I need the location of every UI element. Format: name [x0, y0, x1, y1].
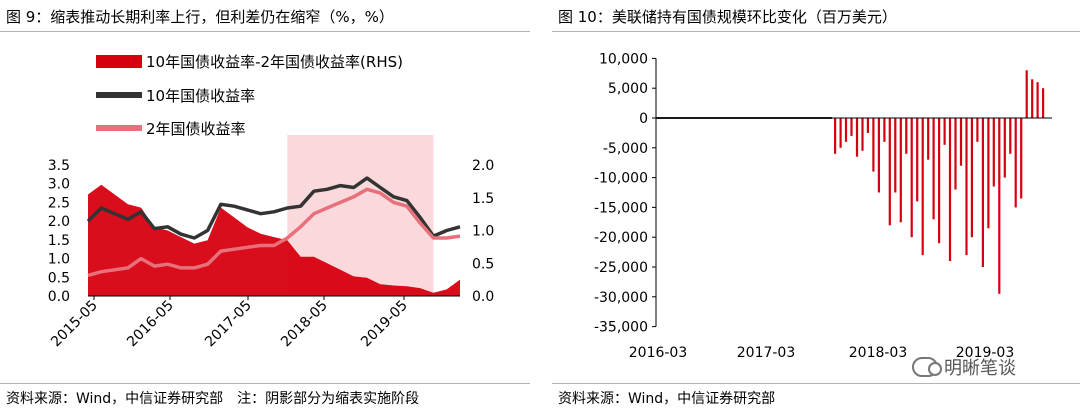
chart-title-left: 图 9：缩表推动长期利率上行，但利差仍在缩窄（%，%） [6, 8, 394, 26]
source-divider-right [552, 383, 1080, 384]
x-tick-label: 2017-05 [202, 298, 255, 351]
wechat-icon [912, 357, 942, 377]
bar [943, 118, 946, 145]
y-left-tick-label: 2.5 [48, 195, 70, 211]
bar [959, 118, 963, 166]
y-right-tick-label: 2.0 [472, 158, 494, 174]
right-chart-panel: 图 10：美联储持有国债规模环比变化（百万美元） 10,000 5,000 0 -5,… [552, 0, 1080, 412]
bar [970, 118, 973, 238]
left-chart-svg: 2015-05 2016-05 2017-05 2018-05 2019-05 0.0 0.… [48, 53, 495, 351]
source-note-left: 资料来源：Wind，中信证券研究部 注：阴影部分为缩表实施阶段 [6, 391, 420, 407]
x-tick-label: 2017-03 [737, 345, 796, 361]
bar [938, 118, 941, 244]
x-tick-label: 2018-03 [849, 345, 908, 361]
bar [855, 118, 859, 157]
legend-swatch [96, 55, 142, 68]
bar [921, 118, 924, 256]
y-tick-label: -30,000 [594, 290, 648, 306]
y-tick-label: 0 [639, 111, 648, 127]
bar [1009, 118, 1012, 154]
bar [850, 118, 853, 136]
legend-label: 2年国债收益率 [146, 120, 246, 138]
bar [998, 118, 1001, 294]
series-line-10y [86, 176, 461, 240]
y-left-tick-label: 2.0 [48, 214, 70, 230]
bar [1031, 79, 1034, 118]
bar [861, 118, 864, 151]
bar [1036, 82, 1039, 118]
bar [872, 118, 875, 172]
y-tick-label: -25,000 [594, 260, 648, 276]
source-note-right: 资料来源：Wind，中信证券研究部 [558, 391, 776, 407]
y-right-tick-label: 1.5 [472, 191, 494, 207]
x-tick-label: 2019-05 [358, 298, 411, 351]
y-left-tick-label: 0.0 [48, 289, 70, 305]
watermark-text: 明晰笔谈 [944, 358, 1016, 379]
y-tick-label: 10,000 [599, 51, 648, 67]
x-tick-label: 2015-05 [48, 298, 101, 351]
legend-label: 10年国债收益率 [146, 87, 255, 105]
y-left-tick-label: 3.5 [48, 158, 70, 174]
watermark: 明晰笔谈 [912, 354, 1016, 380]
title-divider-left [0, 31, 530, 32]
y-left-tick-label: 3.0 [48, 177, 70, 193]
bar [866, 118, 869, 133]
title-divider-right [552, 31, 1080, 32]
y-tick-label: -15,000 [594, 200, 648, 216]
bar [883, 118, 886, 142]
x-tick-label: 2016-03 [629, 345, 688, 361]
y-tick-label: -10,000 [594, 171, 648, 187]
bar [1003, 118, 1006, 178]
bar [877, 118, 880, 193]
bar [1025, 70, 1028, 118]
source-divider-left [0, 383, 530, 384]
bar [844, 118, 848, 142]
right-chart-svg: 10,000 5,000 0 -5,000 -10,000 -15,000 -20,000 -… [594, 51, 1052, 361]
y-right-tick-label: 1.0 [472, 224, 494, 240]
bar [916, 118, 919, 202]
y-tick-label: 5,000 [608, 81, 648, 97]
y-right-tick-label: 0.5 [472, 256, 494, 272]
bar [954, 118, 957, 190]
bar [965, 118, 968, 256]
bar [899, 118, 902, 223]
bar [932, 118, 935, 220]
bar [976, 118, 979, 142]
bar [1014, 118, 1017, 208]
bar [888, 118, 891, 226]
bar [927, 118, 930, 160]
y-left-tick-label: 1.0 [48, 252, 70, 268]
y-tick-label: -35,000 [594, 320, 648, 336]
y-tick-label: -5,000 [603, 141, 648, 157]
bar [987, 118, 990, 229]
y-left-tick-label: 0.5 [48, 270, 70, 286]
bar [981, 118, 984, 267]
series-line-2y [87, 187, 461, 278]
bar [905, 118, 908, 154]
y-left-tick-label: 1.5 [48, 233, 70, 249]
bar [910, 118, 913, 238]
bar [834, 118, 837, 154]
bar [1020, 118, 1023, 199]
y-tick-label: -20,000 [594, 230, 648, 246]
bar [894, 118, 897, 193]
bar [992, 118, 995, 187]
bar [1042, 88, 1045, 118]
bar [948, 118, 952, 261]
y-right-tick-label: 0.0 [472, 289, 494, 305]
legend-label: 10年国债收益率-2年国债收益率(RHS) [146, 53, 403, 71]
left-chart-panel: 图 9：缩表推动长期利率上行，但利差仍在缩窄（%，%） 2015-05 2016-… [0, 0, 530, 412]
bar [839, 118, 842, 148]
x-tick-label: 2019-03 [956, 345, 1015, 361]
x-tick-label: 2018-05 [278, 298, 331, 351]
x-tick-label: 2016-05 [124, 298, 177, 351]
chart-title-right: 图 10：美联储持有国债规模环比变化（百万美元） [558, 8, 897, 26]
